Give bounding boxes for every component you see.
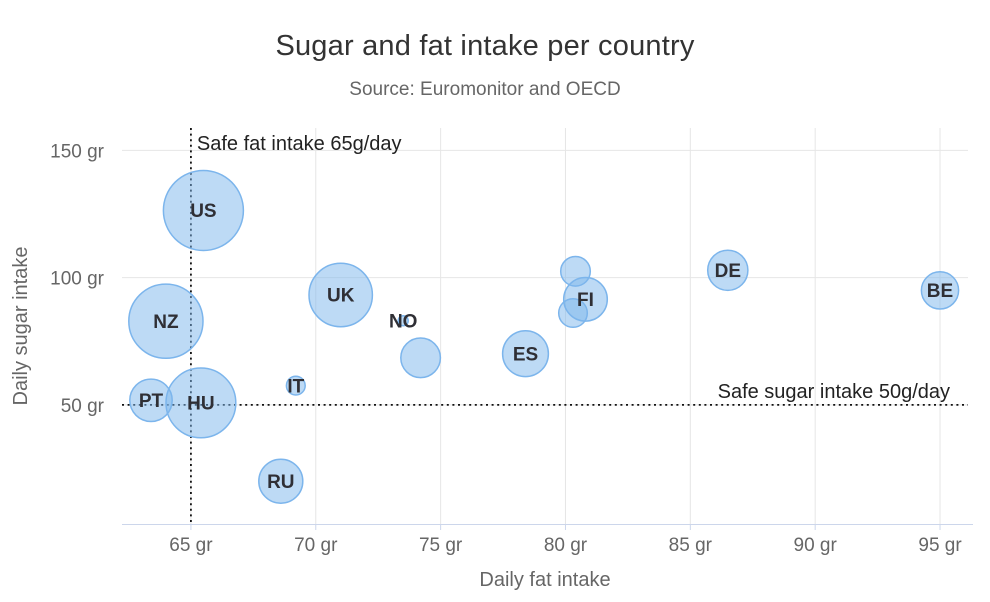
bubble-label-RU: RU (267, 472, 294, 493)
bubble-US[interactable] (162, 169, 245, 252)
x-tick-label: 75 gr (419, 535, 463, 556)
x-tick-label: 90 gr (794, 535, 838, 556)
bubble-label-HU: HU (187, 394, 214, 415)
bubble-label-NZ: NZ (153, 312, 179, 333)
bubble-NZ[interactable] (128, 283, 204, 360)
bubble-unlabeled[interactable] (559, 255, 592, 287)
bubble-unlabeled[interactable] (557, 297, 589, 329)
bubble-label-FI: FI (577, 290, 594, 311)
bubble-IT[interactable] (285, 375, 306, 396)
x-tick-label: 70 gr (294, 535, 338, 556)
bubble-PT[interactable] (129, 378, 173, 423)
bubble-labels: BE DE FI ES NO UK IT RU US HU PT NZ (139, 201, 953, 493)
y-axis-title: Daily sugar intake (10, 247, 32, 406)
bubble-label-NO: NO (389, 311, 418, 332)
bubble-label-BE: BE (927, 281, 953, 302)
bubble-DE[interactable] (706, 249, 749, 292)
bubble-UK[interactable] (308, 262, 374, 328)
chart-title: Sugar and fat intake per country (275, 30, 695, 62)
y-tick-label: 50 gr (61, 396, 105, 417)
bubble-label-PT: PT (139, 391, 164, 412)
bubble-label-UK: UK (327, 286, 355, 307)
bubble-label-DE: DE (715, 261, 741, 282)
plot-lines: Safe fat intake 65g/day Safe sugar intake… (122, 128, 968, 524)
bubble-ES[interactable] (501, 330, 550, 378)
bubble-label-US: US (190, 201, 216, 222)
x-tick-label: 85 gr (669, 535, 713, 556)
bubble-label-IT: IT (287, 376, 304, 397)
x-tick-label: 95 gr (918, 535, 962, 556)
chart-subtitle: Source: Euromonitor and OECD (349, 79, 621, 100)
y-tick-label: 100 gr (50, 269, 105, 290)
y-tick-label: 150 gr (50, 141, 105, 162)
x-tick-label: 80 gr (544, 535, 588, 556)
x-axis-title: Daily fat intake (479, 569, 610, 591)
x-axis (122, 524, 973, 530)
bubble-label-ES: ES (513, 344, 538, 365)
bubble-series (128, 169, 960, 504)
bubble-NO[interactable] (397, 314, 409, 327)
gridlines (122, 128, 968, 524)
bubble-RU[interactable] (258, 458, 304, 504)
bubble-unlabeled[interactable] (400, 337, 442, 379)
tick-labels: 65 gr 70 gr 75 gr 80 gr 85 gr 90 gr 95 gr 50 gr… (50, 141, 962, 556)
safe-sugar-plotline-label: Safe sugar intake 50g/day (718, 381, 950, 403)
bubble-BE[interactable] (920, 271, 960, 310)
x-tick-label: 65 gr (169, 535, 213, 556)
safe-fat-plotline-label: Safe fat intake 65g/day (197, 133, 402, 155)
